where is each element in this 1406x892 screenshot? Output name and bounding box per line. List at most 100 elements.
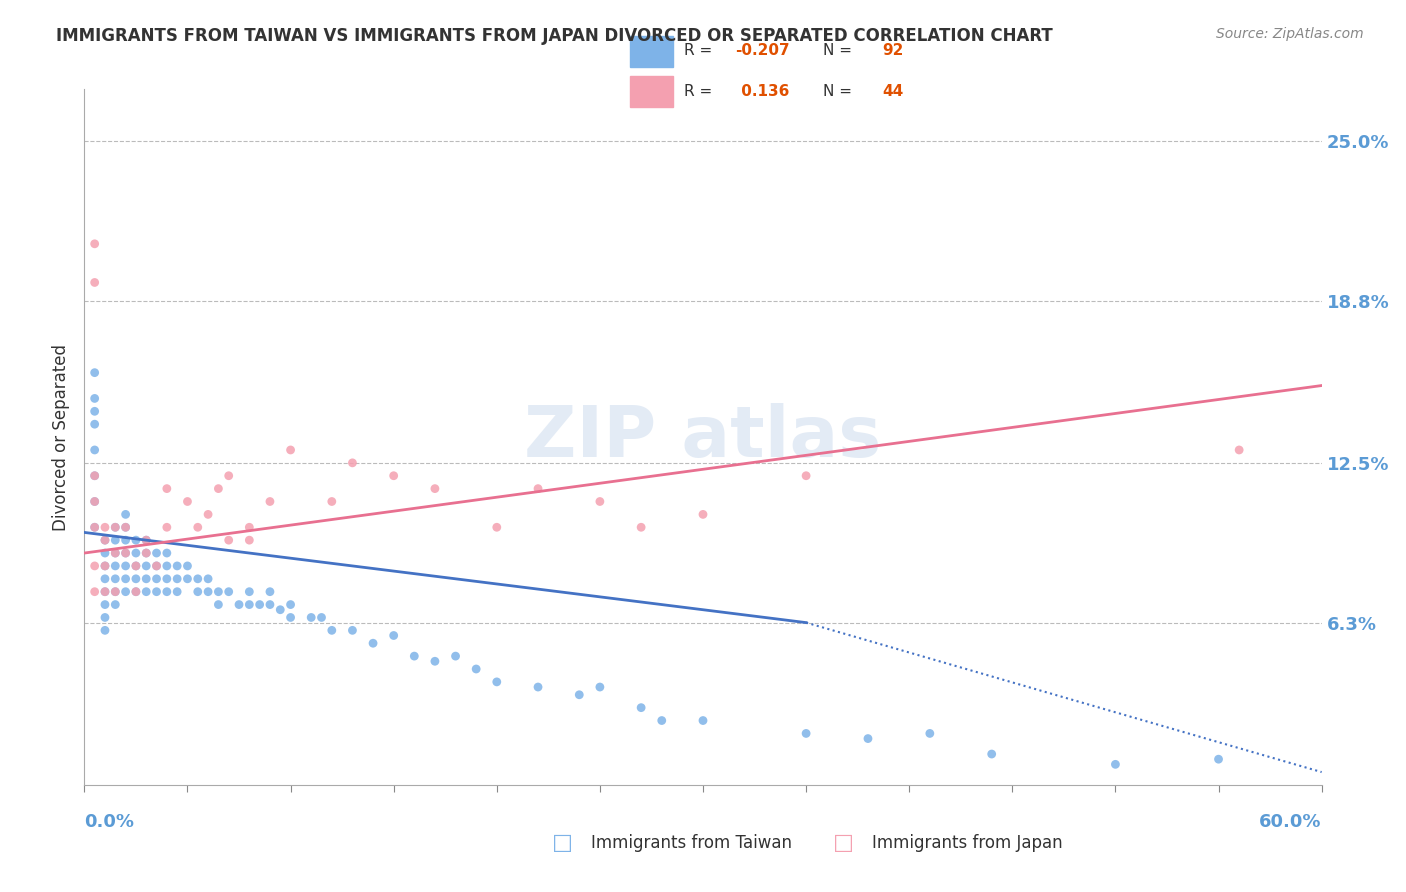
Point bbox=[94, 546, 117, 560]
Point bbox=[259, 494, 281, 508]
Point bbox=[114, 546, 136, 560]
Point bbox=[94, 598, 117, 612]
Point bbox=[83, 520, 105, 534]
Point bbox=[187, 584, 209, 599]
Bar bbox=[630, 36, 673, 67]
Point bbox=[176, 558, 198, 573]
Point bbox=[135, 546, 157, 560]
Point bbox=[238, 520, 260, 534]
Text: IMMIGRANTS FROM TAIWAN VS IMMIGRANTS FROM JAPAN DIVORCED OR SEPARATED CORRELATIO: IMMIGRANTS FROM TAIWAN VS IMMIGRANTS FRO… bbox=[56, 27, 1053, 45]
Text: Immigrants from Taiwan: Immigrants from Taiwan bbox=[591, 834, 792, 852]
Point bbox=[145, 558, 167, 573]
Text: ZIP atlas: ZIP atlas bbox=[524, 402, 882, 472]
Bar bbox=[630, 76, 673, 107]
Point bbox=[145, 546, 167, 560]
Text: 0.0%: 0.0% bbox=[84, 813, 135, 830]
Point bbox=[568, 688, 591, 702]
Point bbox=[104, 520, 127, 534]
Text: 0.136: 0.136 bbox=[735, 85, 789, 99]
Text: Source: ZipAtlas.com: Source: ZipAtlas.com bbox=[1216, 27, 1364, 41]
Point bbox=[485, 674, 508, 689]
Point bbox=[342, 624, 364, 638]
Text: 60.0%: 60.0% bbox=[1260, 813, 1322, 830]
Point bbox=[1227, 442, 1250, 457]
Point bbox=[125, 558, 148, 573]
Point bbox=[404, 649, 426, 664]
Point bbox=[125, 584, 148, 599]
Point bbox=[238, 533, 260, 548]
Point bbox=[94, 558, 117, 573]
Point bbox=[156, 572, 179, 586]
Point bbox=[280, 442, 302, 457]
Point bbox=[207, 584, 229, 599]
Point bbox=[83, 520, 105, 534]
Point bbox=[94, 584, 117, 599]
Point bbox=[83, 468, 105, 483]
Point bbox=[692, 508, 714, 522]
Point bbox=[83, 468, 105, 483]
Point bbox=[83, 236, 105, 251]
Point bbox=[321, 624, 343, 638]
Point bbox=[125, 546, 148, 560]
Point bbox=[238, 584, 260, 599]
Point bbox=[197, 584, 219, 599]
Point bbox=[135, 584, 157, 599]
Point bbox=[125, 572, 148, 586]
Point bbox=[207, 598, 229, 612]
Point bbox=[527, 482, 550, 496]
Point bbox=[630, 520, 652, 534]
Point bbox=[104, 558, 127, 573]
Point bbox=[104, 546, 127, 560]
Point bbox=[259, 598, 281, 612]
Text: R =: R = bbox=[685, 44, 717, 58]
Point bbox=[197, 572, 219, 586]
Point bbox=[311, 610, 333, 624]
Text: □: □ bbox=[553, 833, 572, 853]
Point bbox=[94, 584, 117, 599]
Point bbox=[104, 584, 127, 599]
Text: N =: N = bbox=[824, 85, 858, 99]
Text: 92: 92 bbox=[882, 44, 903, 58]
Point bbox=[94, 558, 117, 573]
Point bbox=[125, 558, 148, 573]
Point bbox=[794, 468, 817, 483]
Point bbox=[135, 533, 157, 548]
Point bbox=[156, 584, 179, 599]
Point bbox=[166, 572, 188, 586]
Point bbox=[630, 700, 652, 714]
Point bbox=[342, 456, 364, 470]
Point bbox=[1208, 752, 1230, 766]
Point bbox=[83, 442, 105, 457]
Point bbox=[361, 636, 384, 650]
Point bbox=[114, 508, 136, 522]
Point bbox=[527, 680, 550, 694]
Text: R =: R = bbox=[685, 85, 717, 99]
Point bbox=[94, 520, 117, 534]
Point bbox=[218, 584, 240, 599]
Point bbox=[83, 392, 105, 406]
Text: 44: 44 bbox=[882, 85, 903, 99]
Point bbox=[465, 662, 488, 676]
Point bbox=[125, 533, 148, 548]
Text: N =: N = bbox=[824, 44, 858, 58]
Point bbox=[145, 572, 167, 586]
Point bbox=[156, 520, 179, 534]
Point bbox=[104, 572, 127, 586]
Point bbox=[104, 598, 127, 612]
Point bbox=[187, 520, 209, 534]
Point bbox=[299, 610, 322, 624]
Point bbox=[135, 572, 157, 586]
Point bbox=[589, 494, 612, 508]
Point bbox=[125, 584, 148, 599]
Point bbox=[228, 598, 250, 612]
Point bbox=[423, 482, 446, 496]
Point bbox=[321, 494, 343, 508]
Point bbox=[156, 546, 179, 560]
Point bbox=[135, 546, 157, 560]
Point bbox=[145, 558, 167, 573]
Point bbox=[114, 520, 136, 534]
Point bbox=[83, 366, 105, 380]
Point bbox=[104, 533, 127, 548]
Point bbox=[114, 533, 136, 548]
Point bbox=[218, 468, 240, 483]
